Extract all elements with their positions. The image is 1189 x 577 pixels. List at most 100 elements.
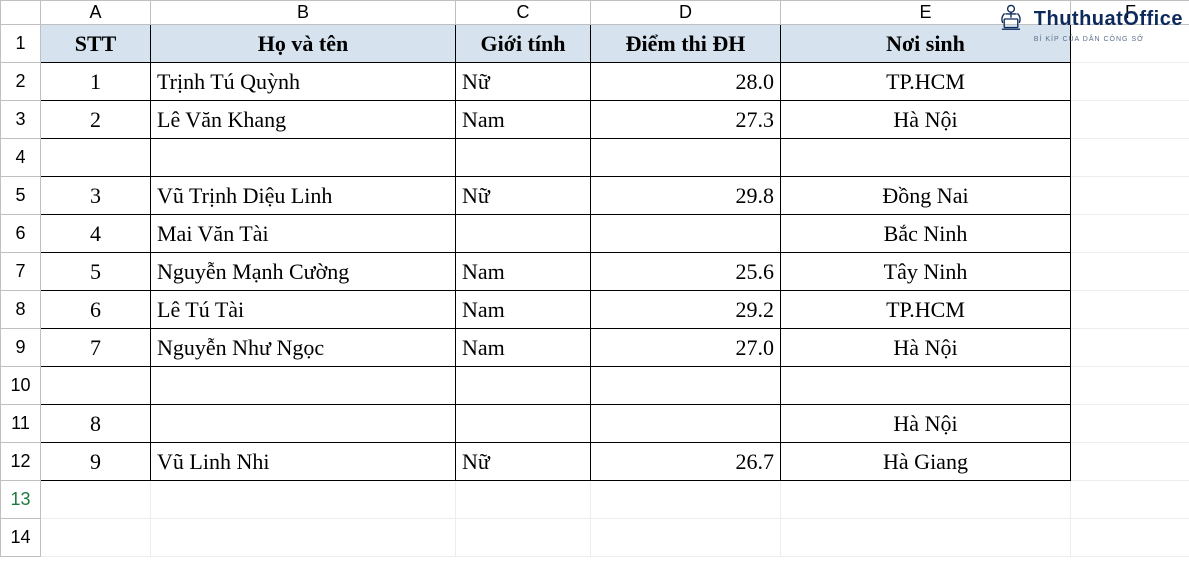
cell-B6[interactable]: Mai Văn Tài (151, 215, 456, 253)
cell-D1[interactable]: Điểm thi ĐH (591, 25, 781, 63)
cell-C5[interactable]: Nữ (456, 177, 591, 215)
cell-D14[interactable] (591, 519, 781, 557)
cell-D6[interactable] (591, 215, 781, 253)
cell-B3[interactable]: Lê Văn Khang (151, 101, 456, 139)
cell-C7[interactable]: Nam (456, 253, 591, 291)
cell-C13[interactable] (456, 481, 591, 519)
cell-E3[interactable]: Hà Nội (781, 101, 1071, 139)
cell-A6[interactable]: 4 (41, 215, 151, 253)
cell-A14[interactable] (41, 519, 151, 557)
cell-B14[interactable] (151, 519, 456, 557)
cell-F5[interactable] (1071, 177, 1189, 215)
cell-C2[interactable]: Nữ (456, 63, 591, 101)
cell-B8[interactable]: Lê Tú Tài (151, 291, 456, 329)
cell-B11[interactable] (151, 405, 456, 443)
row-header-9[interactable]: 9 (1, 329, 41, 367)
cell-B7[interactable]: Nguyễn Mạnh Cường (151, 253, 456, 291)
row-header-6[interactable]: 6 (1, 215, 41, 253)
cell-D8[interactable]: 29.2 (591, 291, 781, 329)
cell-B13[interactable] (151, 481, 456, 519)
cell-B9[interactable]: Nguyễn Như Ngọc (151, 329, 456, 367)
cell-C3[interactable]: Nam (456, 101, 591, 139)
cell-B4[interactable] (151, 139, 456, 177)
cell-D10[interactable] (591, 367, 781, 405)
cell-A3[interactable]: 2 (41, 101, 151, 139)
cell-F12[interactable] (1071, 443, 1189, 481)
cell-E13[interactable] (781, 481, 1071, 519)
cell-F3[interactable] (1071, 101, 1189, 139)
cell-A1[interactable]: STT (41, 25, 151, 63)
cell-A11[interactable]: 8 (41, 405, 151, 443)
cell-C9[interactable]: Nam (456, 329, 591, 367)
row-header-8[interactable]: 8 (1, 291, 41, 329)
cell-A9[interactable]: 7 (41, 329, 151, 367)
row-header-13[interactable]: 13 (1, 481, 41, 519)
cell-E8[interactable]: TP.HCM (781, 291, 1071, 329)
cell-E4[interactable] (781, 139, 1071, 177)
cell-C1[interactable]: Giới tính (456, 25, 591, 63)
cell-C10[interactable] (456, 367, 591, 405)
cell-A2[interactable]: 1 (41, 63, 151, 101)
cell-D3[interactable]: 27.3 (591, 101, 781, 139)
cell-C11[interactable] (456, 405, 591, 443)
cell-D12[interactable]: 26.7 (591, 443, 781, 481)
cell-A5[interactable]: 3 (41, 177, 151, 215)
row-header-12[interactable]: 12 (1, 443, 41, 481)
row-header-11[interactable]: 11 (1, 405, 41, 443)
cell-E6[interactable]: Bắc Ninh (781, 215, 1071, 253)
cell-C12[interactable]: Nữ (456, 443, 591, 481)
row-header-7[interactable]: 7 (1, 253, 41, 291)
cell-D2[interactable]: 28.0 (591, 63, 781, 101)
cell-B10[interactable] (151, 367, 456, 405)
column-header-E[interactable]: E (781, 1, 1071, 25)
cell-B12[interactable]: Vũ Linh Nhi (151, 443, 456, 481)
column-header-C[interactable]: C (456, 1, 591, 25)
cell-A10[interactable] (41, 367, 151, 405)
column-header-D[interactable]: D (591, 1, 781, 25)
cell-B1[interactable]: Họ và tên (151, 25, 456, 63)
cell-C8[interactable]: Nam (456, 291, 591, 329)
cell-F8[interactable] (1071, 291, 1189, 329)
row-header-5[interactable]: 5 (1, 177, 41, 215)
cell-E5[interactable]: Đồng Nai (781, 177, 1071, 215)
cell-E11[interactable]: Hà Nội (781, 405, 1071, 443)
cell-C4[interactable] (456, 139, 591, 177)
cell-D4[interactable] (591, 139, 781, 177)
cell-D11[interactable] (591, 405, 781, 443)
cell-A12[interactable]: 9 (41, 443, 151, 481)
cell-F1[interactable] (1071, 25, 1189, 63)
cell-B5[interactable]: Vũ Trịnh Diệu Linh (151, 177, 456, 215)
cell-F6[interactable] (1071, 215, 1189, 253)
cell-F7[interactable] (1071, 253, 1189, 291)
row-header-14[interactable]: 14 (1, 519, 41, 557)
cell-E9[interactable]: Hà Nội (781, 329, 1071, 367)
cell-F14[interactable] (1071, 519, 1189, 557)
cell-A8[interactable]: 6 (41, 291, 151, 329)
cell-E2[interactable]: TP.HCM (781, 63, 1071, 101)
cell-C6[interactable] (456, 215, 591, 253)
cell-F13[interactable] (1071, 481, 1189, 519)
cell-A7[interactable]: 5 (41, 253, 151, 291)
cell-F4[interactable] (1071, 139, 1189, 177)
select-all-corner[interactable] (1, 1, 41, 25)
row-header-1[interactable]: 1 (1, 25, 41, 63)
cell-E12[interactable]: Hà Giang (781, 443, 1071, 481)
row-header-4[interactable]: 4 (1, 139, 41, 177)
cell-D5[interactable]: 29.8 (591, 177, 781, 215)
cell-D7[interactable]: 25.6 (591, 253, 781, 291)
row-header-2[interactable]: 2 (1, 63, 41, 101)
cell-A4[interactable] (41, 139, 151, 177)
cell-D9[interactable]: 27.0 (591, 329, 781, 367)
cell-E10[interactable] (781, 367, 1071, 405)
column-header-A[interactable]: A (41, 1, 151, 25)
cell-C14[interactable] (456, 519, 591, 557)
cell-E1[interactable]: Nơi sinh (781, 25, 1071, 63)
cell-F2[interactable] (1071, 63, 1189, 101)
cell-B2[interactable]: Trịnh Tú Quỳnh (151, 63, 456, 101)
cell-F11[interactable] (1071, 405, 1189, 443)
cell-F10[interactable] (1071, 367, 1189, 405)
row-header-3[interactable]: 3 (1, 101, 41, 139)
cell-F9[interactable] (1071, 329, 1189, 367)
cell-E14[interactable] (781, 519, 1071, 557)
column-header-B[interactable]: B (151, 1, 456, 25)
